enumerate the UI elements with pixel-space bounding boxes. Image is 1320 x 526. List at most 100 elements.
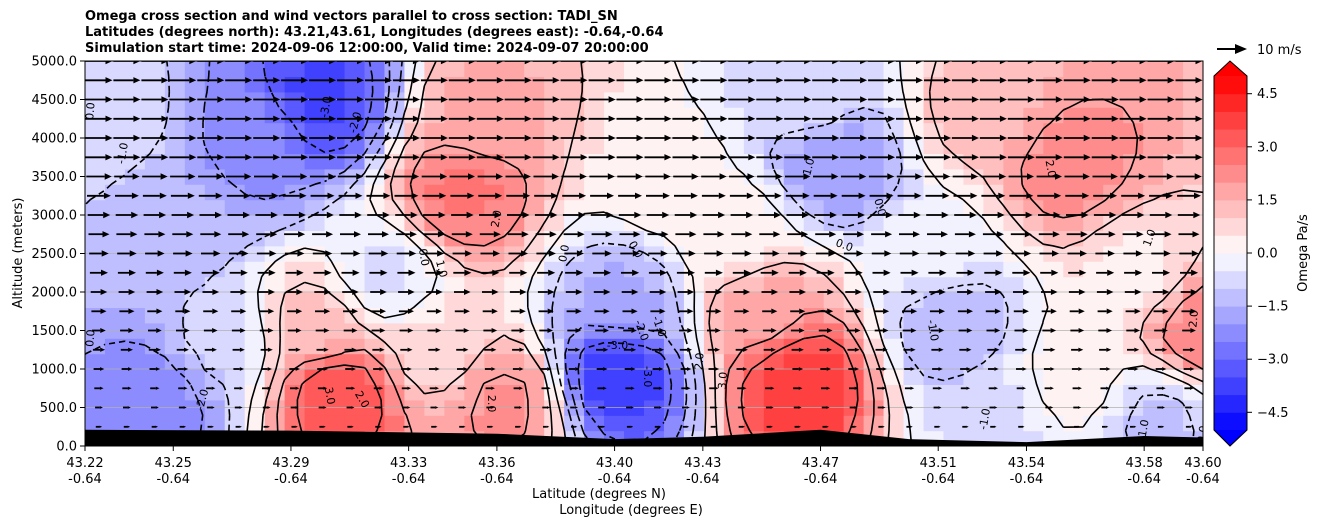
wind-arrow <box>281 77 309 84</box>
omega-cell <box>1163 353 1184 370</box>
wind-arrow <box>626 425 634 428</box>
wind-arrow <box>706 308 722 314</box>
omega-cell <box>584 384 605 401</box>
wind-arrow <box>960 367 971 371</box>
omega-cell <box>104 261 126 278</box>
wind-arrow <box>616 115 644 122</box>
omega-cell <box>544 276 565 293</box>
wind-arrow <box>820 367 831 371</box>
wind-arrow <box>732 269 751 276</box>
omega-cell <box>1063 199 1084 216</box>
wind-arrow <box>979 61 1007 65</box>
omega-cell <box>1143 107 1164 124</box>
wind-arrow <box>644 115 672 122</box>
omega-cell <box>604 76 625 93</box>
wind-arrow <box>903 347 916 352</box>
wind-arrow <box>758 211 781 219</box>
omega-cell <box>164 153 186 170</box>
omega-cell <box>923 415 945 432</box>
omega-cell <box>504 76 525 93</box>
omega-cell <box>524 107 545 124</box>
wind-arrow <box>514 406 523 409</box>
contour-label: 2.0 <box>1043 159 1059 178</box>
wind-arrow <box>644 61 672 65</box>
omega-cell <box>204 215 226 231</box>
wind-arrow <box>728 115 756 122</box>
wind-arrow <box>984 269 1003 276</box>
wind-arrow <box>289 367 300 371</box>
wind-arrow <box>392 96 420 103</box>
omega-cell <box>304 230 326 247</box>
wind-arrow <box>764 367 776 371</box>
wind-arrow <box>393 173 420 180</box>
omega-cell <box>164 138 186 154</box>
wind-arrow <box>588 61 616 65</box>
omega-cell <box>264 292 286 308</box>
wind-arrow <box>677 289 695 295</box>
wind-arrow <box>284 231 306 238</box>
y-tick-label: 1500.0 <box>32 324 78 339</box>
omega-cell <box>124 184 146 201</box>
wind-arrow <box>784 115 812 122</box>
wind-arrow <box>169 77 197 84</box>
omega-cell <box>763 107 785 124</box>
omega-cell <box>1063 138 1084 154</box>
wind-arrow <box>1035 134 1063 142</box>
omega-cell <box>564 276 585 293</box>
wind-arrow <box>366 192 391 199</box>
wind-arrow <box>570 406 578 409</box>
omega-cell <box>1063 61 1084 77</box>
wind-arrow <box>345 386 356 390</box>
wind-arrow <box>504 115 532 122</box>
omega-cell <box>164 199 186 216</box>
omega-cell <box>124 276 146 293</box>
omega-cell <box>524 199 545 216</box>
wind-arrow <box>979 134 1007 142</box>
wind-arrow <box>756 77 784 84</box>
wind-arrow <box>648 269 667 276</box>
wind-arrow <box>842 211 865 219</box>
wind-arrow <box>114 173 140 180</box>
omega-cell <box>863 76 885 93</box>
wind-arrow <box>340 250 361 257</box>
wind-arrow <box>646 192 670 199</box>
wind-arrow <box>230 289 247 295</box>
wind-arrow <box>341 269 360 276</box>
wind-arrow <box>261 367 272 371</box>
wind-arrow <box>504 154 532 161</box>
wind-arrow <box>1091 61 1119 65</box>
wind-arrow <box>1153 308 1169 314</box>
omega-cell <box>464 61 485 77</box>
wind-arrow <box>309 154 336 161</box>
omega-cell <box>1043 138 1064 154</box>
omega-cell <box>763 61 785 77</box>
wind-arrow <box>233 367 245 371</box>
omega-cell <box>1183 76 1203 93</box>
wind-arrow <box>729 173 755 180</box>
wind-arrow <box>1099 347 1112 352</box>
wind-arrow <box>487 425 494 428</box>
omega-cell <box>244 369 266 385</box>
omega-cell <box>883 215 905 231</box>
wind-arrow <box>1182 347 1196 352</box>
wind-arrow <box>704 269 723 276</box>
wind-arrow <box>822 425 829 428</box>
omega-cell <box>264 61 286 77</box>
wind-arrow <box>1093 192 1118 199</box>
wind-arrow <box>1151 250 1171 257</box>
colorbar-bands <box>1214 76 1247 431</box>
omega-cell <box>464 369 485 385</box>
wind-arrow <box>1130 425 1137 428</box>
wind-arrow <box>618 192 642 199</box>
omega-cell <box>1063 184 1084 201</box>
omega-cell <box>604 369 625 385</box>
omega-cell <box>783 353 805 370</box>
omega-cell <box>644 292 665 308</box>
wind-arrow <box>1099 367 1111 371</box>
omega-cell <box>683 199 705 216</box>
wind-arrow <box>784 96 812 103</box>
wind-arrow <box>763 347 776 352</box>
omega-cell <box>1023 76 1044 93</box>
wind-arrow <box>1147 77 1175 84</box>
omega-cell <box>1043 122 1064 139</box>
